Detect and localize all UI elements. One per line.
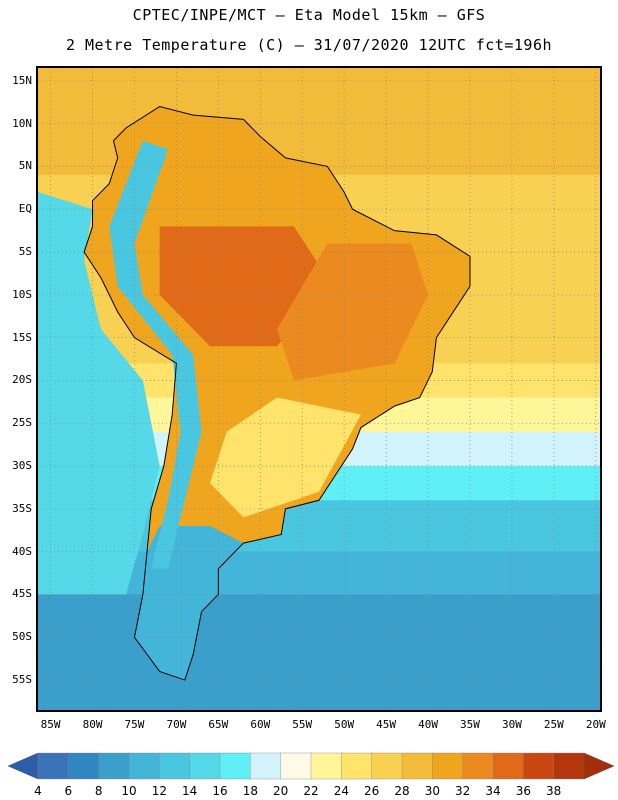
chart-title-line2: 2 Metre Temperature (C) – 31/07/2020 12U… bbox=[65, 36, 553, 54]
colorbar-tick-label: 22 bbox=[303, 784, 319, 798]
lat-tick-label: 40S bbox=[12, 544, 32, 558]
lon-tick-label: 70W bbox=[166, 718, 187, 731]
colorbar-swatch bbox=[128, 752, 161, 780]
colorbar-tick-label: 10 bbox=[121, 784, 137, 798]
chart-title-line1: CPTEC/INPE/MCT – Eta Model 15km – GFS bbox=[132, 6, 486, 24]
colorbar-tick-label: 16 bbox=[212, 784, 228, 798]
lat-tick-label: 5S bbox=[18, 245, 32, 259]
lon-tick-label: 35W bbox=[460, 718, 480, 731]
lon-tick-label: 20W bbox=[585, 718, 606, 731]
colorbar-tick-label: 14 bbox=[182, 784, 198, 798]
colorbar-swatch bbox=[159, 752, 191, 780]
colorbar-swatch bbox=[553, 752, 585, 780]
lon-tick-label: 60W bbox=[250, 718, 271, 731]
lat-tick-label: 50S bbox=[12, 630, 32, 644]
lon-tick-label: 85W bbox=[40, 718, 61, 731]
colorbar-swatch bbox=[98, 752, 130, 780]
colorbar-tick-label: 6 bbox=[64, 784, 73, 798]
ocean-band-8 bbox=[38, 594, 600, 710]
lon-tick-label: 40W bbox=[418, 718, 438, 731]
colorbar-swatch bbox=[280, 752, 312, 780]
colorbar-tick-label: 38 bbox=[546, 784, 562, 798]
pacific-cool-water bbox=[38, 192, 160, 595]
colorbar-tick-label: 34 bbox=[485, 784, 501, 798]
colorbar-tick-label: 36 bbox=[515, 784, 531, 798]
colorbar-swatch bbox=[37, 752, 70, 780]
lon-tick-label: 80W bbox=[82, 718, 103, 731]
colorbar-tick-label: 20 bbox=[273, 784, 289, 798]
colorbar-swatch bbox=[250, 752, 282, 780]
lon-tick-label: 30W bbox=[501, 718, 522, 731]
lat-tick-label: 25S bbox=[12, 416, 32, 430]
coastline bbox=[83, 105, 471, 681]
southern-cone-zone bbox=[209, 397, 361, 518]
andes-cordillera bbox=[109, 140, 202, 569]
central-brazil-zone bbox=[277, 243, 429, 381]
colorbar-low-arrow bbox=[7, 752, 39, 780]
lat-tick-label: 10N bbox=[12, 116, 32, 130]
colorbar-swatch bbox=[68, 752, 100, 780]
lat-tick-label: 55S bbox=[12, 673, 32, 687]
map-canvas bbox=[38, 68, 600, 710]
lat-tick-label: 10S bbox=[12, 287, 32, 301]
colorbar-swatch bbox=[310, 752, 343, 780]
colorbar-high-arrow bbox=[583, 752, 615, 780]
colorbar-tick-label: 24 bbox=[333, 784, 349, 798]
colorbar-tick-label: 32 bbox=[455, 784, 471, 798]
lon-tick-label: 55W bbox=[292, 718, 313, 731]
colorbar-tick-label: 26 bbox=[364, 784, 380, 798]
colorbar-tick-label: 30 bbox=[424, 784, 440, 798]
lat-tick-label: 30S bbox=[12, 459, 32, 473]
colorbar-tick-label: 8 bbox=[94, 784, 103, 798]
colorbar-tick-label: 18 bbox=[242, 784, 258, 798]
colorbar-swatch bbox=[219, 752, 252, 780]
lat-tick-label: 15S bbox=[12, 330, 32, 344]
colorbar-swatch bbox=[189, 752, 221, 780]
lon-tick-label: 75W bbox=[124, 718, 145, 731]
lat-tick-label: 15N bbox=[12, 73, 32, 87]
colorbar-swatch bbox=[492, 752, 525, 780]
colorbar-tick-label: 12 bbox=[151, 784, 167, 798]
colorbar-swatch bbox=[462, 752, 494, 780]
lat-tick-label: 45S bbox=[12, 587, 32, 601]
colorbar-swatch bbox=[371, 752, 403, 780]
colorbar-swatch bbox=[432, 752, 464, 780]
colorbar-tick-label: 4 bbox=[34, 784, 42, 798]
lat-tick-label: 20S bbox=[12, 373, 32, 387]
lat-tick-label: EQ bbox=[18, 202, 32, 216]
lon-tick-label: 65W bbox=[208, 718, 229, 731]
lat-tick-label: 5N bbox=[18, 159, 32, 173]
lon-tick-label: 25W bbox=[543, 718, 564, 731]
temperature-map[interactable] bbox=[36, 66, 602, 712]
lat-tick-label: 35S bbox=[12, 501, 32, 515]
colorbar-swatch bbox=[401, 752, 434, 780]
colorbar-tick-label: 28 bbox=[394, 784, 410, 798]
colorbar-swatch bbox=[523, 752, 555, 780]
lon-tick-label: 50W bbox=[334, 718, 355, 731]
lon-tick-label: 45W bbox=[376, 718, 397, 731]
colorbar-swatch bbox=[341, 752, 373, 780]
temperature-colorbar bbox=[7, 752, 615, 780]
